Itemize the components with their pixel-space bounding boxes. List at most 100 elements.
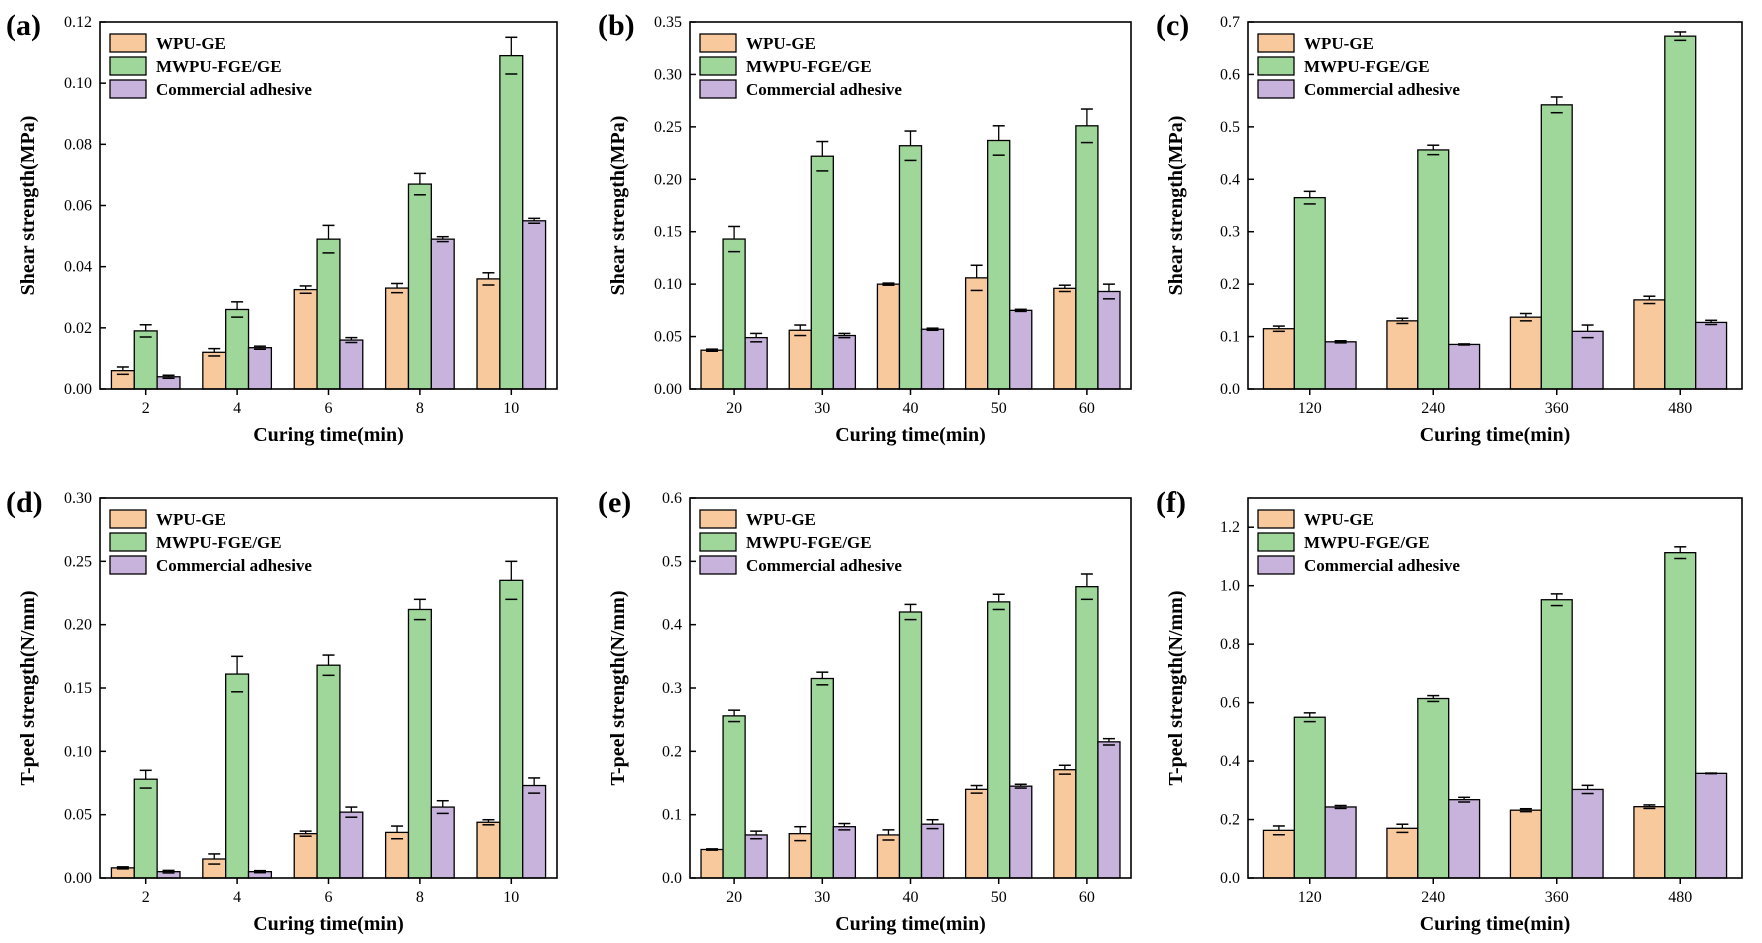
y-tick-label: 0.15 bbox=[654, 224, 682, 241]
x-tick-label: 120 bbox=[1298, 400, 1322, 417]
bar-mwpu-fge-ge bbox=[1664, 552, 1697, 879]
panel-label: (a) bbox=[6, 9, 41, 42]
x-tick-label: 2 bbox=[142, 400, 150, 417]
bar-mwpu-fge-ge bbox=[722, 715, 746, 879]
y-tick-label: 0.20 bbox=[64, 617, 92, 634]
y-tick-label: 0.25 bbox=[64, 553, 92, 570]
bar-wpu-ge bbox=[110, 369, 135, 390]
y-tick-label: 1.0 bbox=[1220, 578, 1240, 595]
y-tick-label: 0.04 bbox=[64, 259, 92, 276]
x-tick-label: 10 bbox=[503, 400, 519, 417]
legend-label: WPU-GE bbox=[156, 510, 226, 529]
chart-panel-c: (c) 0.0 0.1 0.2 0.3 0.4 0.5 0.6 0.7 120 240 360 480 C… bbox=[1156, 9, 1743, 446]
bar-wpu-ge bbox=[1633, 299, 1666, 390]
legend: WPU-GE MWPU-FGE/GE Commercial adhesive bbox=[1257, 33, 1460, 99]
legend-swatch bbox=[699, 79, 737, 99]
legend: WPU-GE MWPU-FGE/GE Commercial adhesive bbox=[109, 33, 312, 99]
y-tick-label: 0.2 bbox=[1220, 276, 1240, 293]
bar-mwpu-fge-ge bbox=[1293, 716, 1326, 879]
y-tick-label: 0.05 bbox=[654, 329, 682, 346]
bar-commercial-adhesive bbox=[1571, 330, 1604, 390]
legend-swatch bbox=[699, 56, 737, 76]
x-tick-label: 480 bbox=[1668, 400, 1692, 417]
bar-mwpu-fge-ge bbox=[987, 601, 1011, 879]
x-axis-title: Curing time(min) bbox=[1420, 424, 1571, 446]
y-tick-label: 0.8 bbox=[1220, 636, 1240, 653]
bar-wpu-ge bbox=[1053, 769, 1077, 879]
y-tick-label: 0.02 bbox=[64, 320, 92, 337]
plot-frame bbox=[689, 497, 1132, 879]
y-tick-label: 0.12 bbox=[64, 14, 92, 31]
bar-commercial-adhesive bbox=[522, 220, 547, 390]
bar-wpu-ge bbox=[1509, 809, 1542, 879]
legend-label: WPU-GE bbox=[1304, 510, 1374, 529]
x-tick-label: 8 bbox=[416, 400, 424, 417]
bar-wpu-ge bbox=[384, 287, 410, 390]
x-tick-label: 30 bbox=[814, 400, 830, 417]
y-tick-label: 0.1 bbox=[662, 807, 682, 824]
bar-wpu-ge bbox=[788, 329, 812, 390]
y-tick-label: 0.5 bbox=[662, 553, 682, 570]
plot-frame bbox=[1247, 21, 1743, 390]
bar-commercial-adhesive bbox=[1571, 788, 1604, 879]
x-axis-title: Curing time(min) bbox=[253, 913, 404, 935]
panel-label: (e) bbox=[598, 486, 631, 519]
bar-wpu-ge bbox=[476, 278, 501, 390]
panel-label: (f) bbox=[1156, 486, 1186, 519]
bar-mwpu-fge-ge bbox=[1540, 599, 1573, 879]
legend-swatch bbox=[109, 532, 147, 552]
y-tick-label: 1.2 bbox=[1220, 519, 1240, 536]
x-tick-label: 6 bbox=[325, 889, 333, 906]
legend-label: WPU-GE bbox=[1304, 34, 1374, 53]
y-tick-label: 0.35 bbox=[654, 14, 682, 31]
bar-wpu-ge bbox=[876, 834, 901, 879]
plot-frame bbox=[1247, 497, 1743, 879]
x-tick-label: 10 bbox=[503, 889, 519, 906]
panel-label: (b) bbox=[598, 9, 635, 42]
bar-mwpu-fge-ge bbox=[499, 579, 524, 879]
y-axis-title: T-peel strength(N/mm) bbox=[1165, 591, 1187, 786]
x-tick-label: 6 bbox=[325, 400, 333, 417]
legend-swatch bbox=[699, 555, 737, 575]
bar-commercial-adhesive bbox=[430, 806, 455, 879]
x-tick-label: 60 bbox=[1079, 889, 1095, 906]
bar-mwpu-fge-ge bbox=[1540, 104, 1573, 390]
legend-label: Commercial adhesive bbox=[1304, 80, 1460, 99]
y-tick-label: 0.30 bbox=[654, 66, 682, 83]
y-tick-label: 0.10 bbox=[654, 276, 682, 293]
bar-commercial-adhesive bbox=[430, 238, 455, 390]
y-tick-label: 0.5 bbox=[1220, 119, 1240, 136]
legend-swatch bbox=[1257, 56, 1295, 76]
plot-frame bbox=[99, 497, 558, 879]
legend-label: MWPU-FGE/GE bbox=[746, 57, 872, 76]
legend-swatch bbox=[1257, 532, 1295, 552]
x-tick-label: 20 bbox=[726, 400, 742, 417]
bar-commercial-adhesive bbox=[1695, 321, 1728, 390]
bar-commercial-adhesive bbox=[1448, 343, 1481, 390]
x-tick-label: 4 bbox=[233, 889, 241, 906]
bar-mwpu-fge-ge bbox=[810, 155, 834, 390]
y-axis-title: Shear strength(MPa) bbox=[607, 116, 629, 296]
bar-commercial-adhesive bbox=[1009, 309, 1033, 390]
plot-frame bbox=[689, 21, 1132, 390]
bar-wpu-ge bbox=[876, 283, 901, 390]
legend-swatch bbox=[109, 56, 147, 76]
bar-commercial-adhesive bbox=[339, 339, 364, 390]
bar-wpu-ge bbox=[293, 288, 318, 390]
bar-wpu-ge bbox=[700, 349, 724, 390]
chart-panel-a: (a) 0.00 0.02 0.04 0.06 0.08 0.10 0.12 2 4 6 8 10 Cur… bbox=[6, 9, 558, 446]
legend-label: MWPU-FGE/GE bbox=[1304, 57, 1430, 76]
x-tick-label: 50 bbox=[991, 889, 1007, 906]
y-axis-title: Shear strength(MPa) bbox=[1165, 116, 1187, 296]
bar-commercial-adhesive bbox=[1097, 290, 1121, 390]
y-tick-label: 0.4 bbox=[1220, 753, 1240, 770]
bar-mwpu-fge-ge bbox=[316, 238, 341, 390]
x-tick-label: 30 bbox=[814, 889, 830, 906]
x-tick-label: 50 bbox=[991, 400, 1007, 417]
bar-mwpu-fge-ge bbox=[1075, 125, 1099, 390]
bar-mwpu-fge-ge bbox=[316, 664, 341, 879]
x-tick-label: 40 bbox=[903, 889, 919, 906]
bar-commercial-adhesive bbox=[522, 784, 547, 879]
y-axis-title: Shear strength(MPa) bbox=[17, 116, 39, 296]
bar-wpu-ge bbox=[1262, 328, 1295, 390]
